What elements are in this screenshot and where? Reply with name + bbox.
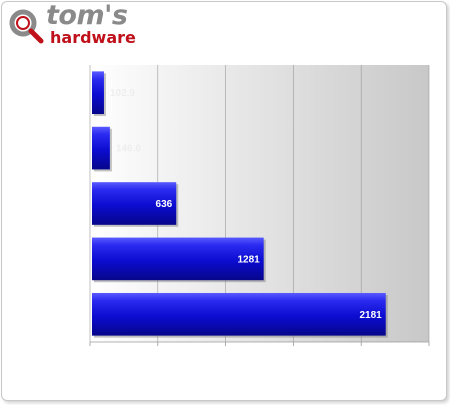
logo-brand-line2: hardware: [50, 28, 136, 47]
bar-data-label: 636: [156, 199, 173, 210]
bar: [92, 71, 104, 115]
logo: tom's hardware: [6, 1, 156, 52]
chart-frame: tom's hardware 102.9 146.6 636 1281 2181: [1, 1, 447, 401]
bar-data-label: 102.9: [110, 88, 135, 99]
magnifier-icon: [9, 9, 44, 44]
bar-chart: 102.9 146.6 636 1281 2181: [89, 65, 430, 346]
bar: [92, 292, 386, 336]
bar: [92, 126, 110, 170]
bar: [92, 182, 177, 225]
logo-brand-line1: tom's: [46, 1, 128, 31]
bar: [92, 237, 264, 281]
bar-data-label: 2181: [359, 310, 382, 321]
bar-data-label: 146.6: [116, 144, 141, 155]
bar-data-label: 1281: [237, 254, 260, 265]
